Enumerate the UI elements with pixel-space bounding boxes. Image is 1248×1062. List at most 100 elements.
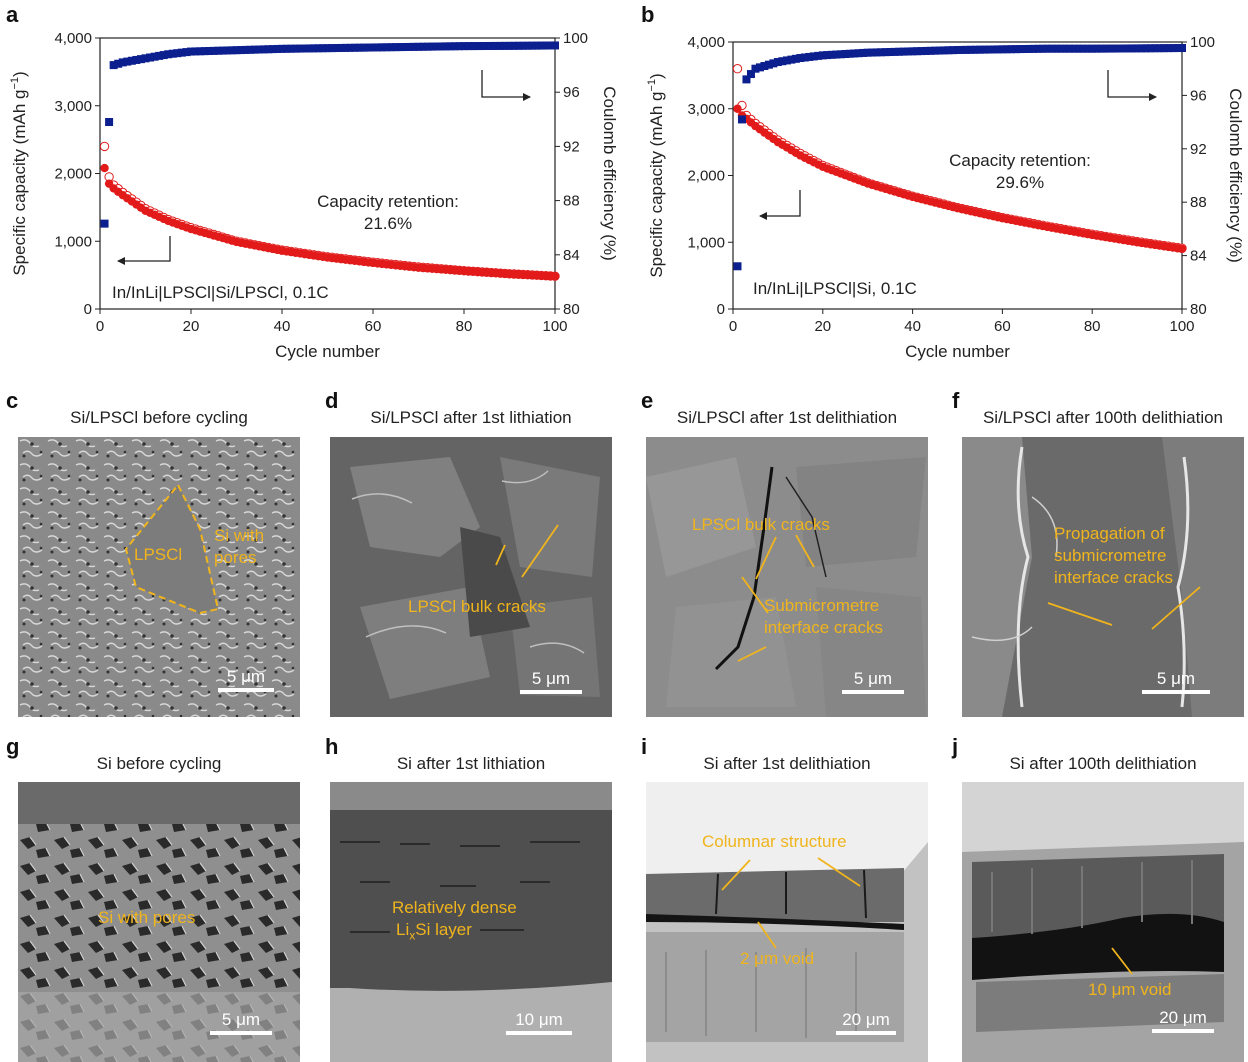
annotation-e-lpscl-bulk-cracks: LPSCl bulk cracks — [692, 515, 830, 534]
coulomb-efficiency-point-a — [146, 53, 155, 62]
y2-tick-label-b: 100 — [1190, 34, 1215, 51]
coulomb-efficiency-point-a — [100, 219, 109, 228]
y-axis-label-a: Specific capacity (mAh g−1) — [9, 71, 29, 275]
coulomb-efficiency-point-a — [300, 44, 309, 53]
annotation-j-10um-void: 10 μm void — [1088, 980, 1172, 999]
coulomb-efficiency-point-b — [984, 45, 993, 54]
coulomb-efficiency-point-b — [755, 63, 764, 72]
coulomb-efficiency-point-b — [971, 45, 980, 54]
coulomb-efficiency-point-a — [541, 41, 550, 50]
coulomb-efficiency-point-b — [760, 62, 769, 71]
coulomb-efficiency-point-a — [551, 41, 559, 50]
coulomb-efficiency-point-a — [432, 42, 441, 51]
annotation-e-submicrometre: Submicrometre — [764, 596, 880, 615]
panel-title-f: Si/LPSCl after 100th delithiation — [982, 408, 1224, 427]
scale-bar-f: 5 μm — [1142, 669, 1210, 694]
coulomb-efficiency-point-a — [455, 42, 464, 51]
coulomb-efficiency-point-a — [460, 42, 468, 51]
scale-bar-c: 5 μm — [218, 667, 274, 692]
y2-tick-label-b: 88 — [1190, 194, 1207, 211]
coulomb-efficiency-point-a — [309, 44, 318, 53]
annotation-c-lpscl: LPSCl — [134, 545, 183, 564]
coulomb-efficiency-point-a — [287, 44, 296, 53]
x-tick-label-a: 20 — [183, 318, 200, 335]
x-tick-label-b: 100 — [1169, 318, 1194, 335]
coulomb-efficiency-point-b — [850, 49, 859, 58]
coulomb-efficiency-point-a — [164, 50, 173, 59]
coulomb-efficiency-point-b — [764, 60, 773, 69]
coulomb-efficiency-point-a — [519, 41, 528, 50]
coulomb-efficiency-point-a — [409, 42, 418, 51]
coulomb-efficiency-point-b — [917, 47, 926, 56]
left-axis-arrowhead-a — [117, 257, 125, 265]
scale-bar-j: 20 μm — [1152, 1008, 1214, 1033]
coulomb-efficiency-point-b — [1007, 45, 1016, 54]
coulomb-efficiency-point-a — [446, 42, 455, 51]
retention-value-b: 29.6% — [996, 173, 1044, 192]
coulomb-efficiency-point-a — [318, 44, 327, 53]
coulomb-efficiency-point-a — [227, 46, 236, 55]
y-tick-label-b: 3,000 — [687, 101, 725, 118]
annotation-h-lixsi-layer: LixSi layer — [396, 919, 472, 946]
coulomb-efficiency-point-b — [746, 70, 755, 79]
coulomb-efficiency-point-a — [419, 42, 428, 51]
sem-texture-j — [962, 782, 1244, 1062]
x-tick-label-b: 40 — [904, 318, 921, 335]
coulomb-efficiency-point-b — [1065, 44, 1074, 53]
charge-capacity-point-b — [733, 104, 742, 113]
y2-tick-label-a: 88 — [563, 193, 580, 210]
coulomb-efficiency-point-a — [491, 41, 500, 50]
coulomb-efficiency-point-b — [949, 46, 958, 55]
sem-image-i: Columnar structure 2 μm void 20 μm — [646, 782, 928, 1062]
annotation-g-si-with-pores: Si with pores — [98, 908, 196, 927]
coulomb-efficiency-point-b — [836, 50, 845, 59]
coulomb-efficiency-point-b — [1092, 44, 1101, 53]
sem-texture-f — [962, 437, 1244, 717]
panel-title-c: Si/LPSCl before cycling — [70, 408, 248, 427]
coulomb-efficiency-point-b — [868, 48, 877, 57]
coulomb-efficiency-point-a — [273, 44, 282, 53]
coulomb-efficiency-point-a — [200, 47, 209, 56]
coulomb-efficiency-point-b — [818, 51, 827, 60]
chart-b-capacity-vs-cycle: 0 20 40 60 80 10001,0002,0003,0004,0008084889… — [646, 34, 1245, 361]
coulomb-efficiency-point-b — [1155, 44, 1164, 53]
scale-bar-h: 10 μm — [506, 1010, 572, 1035]
coulomb-efficiency-point-a — [268, 45, 277, 54]
coulomb-efficiency-point-a — [314, 44, 323, 53]
y-tick-label-b: 4,000 — [687, 34, 725, 51]
coulomb-efficiency-point-a — [369, 43, 377, 52]
right-axis-arrow-a — [481, 70, 530, 98]
coulomb-efficiency-point-a — [387, 43, 396, 52]
coulomb-efficiency-point-b — [800, 53, 809, 62]
y2-tick-label-a: 100 — [563, 30, 588, 47]
coulomb-efficiency-point-b — [1011, 45, 1020, 54]
panel-title-h: Si after 1st lithiation — [396, 754, 546, 773]
coulomb-efficiency-point-b — [827, 50, 836, 59]
scale-text-d: 5 μm — [531, 669, 571, 688]
coulomb-efficiency-point-a — [118, 58, 127, 67]
coulomb-efficiency-point-b — [805, 52, 814, 61]
panel-label-a: a — [6, 2, 19, 27]
annotation-h-x: x — [409, 928, 416, 943]
scale-bar-d: 5 μm — [520, 669, 582, 694]
chart-a-capacity-vs-cycle: 0 20 40 60 80 10001,0002,0003,0004,0008084889… — [9, 30, 619, 361]
y-axis-label-main-a: Specific capacity (mAh g — [10, 90, 29, 276]
scale-text-g: 5 μm — [221, 1010, 261, 1029]
x-axis-label-b: Cycle number — [905, 342, 1010, 361]
coulomb-efficiency-point-a — [414, 42, 423, 51]
coulomb-efficiency-point-b — [1101, 44, 1110, 53]
sem-texture-c — [18, 437, 300, 717]
coulomb-efficiency-point-b — [1178, 44, 1186, 53]
coulomb-efficiency-point-b — [787, 55, 796, 64]
coulomb-efficiency-point-b — [998, 45, 1007, 54]
annotation-i-2um-void: 2 μm void — [740, 949, 815, 968]
coulomb-efficiency-point-b — [751, 64, 760, 73]
panel-label-f: f — [952, 388, 960, 413]
coulomb-efficiency-point-b — [769, 59, 778, 68]
charge-capacity-point-b — [1177, 244, 1187, 254]
annotation-f-propagation: Propagation of — [1054, 524, 1165, 543]
coulomb-efficiency-point-b — [922, 46, 931, 55]
panel-label-i: i — [641, 734, 648, 759]
coulomb-efficiency-point-a — [232, 46, 241, 55]
coulomb-efficiency-point-a — [441, 42, 450, 51]
